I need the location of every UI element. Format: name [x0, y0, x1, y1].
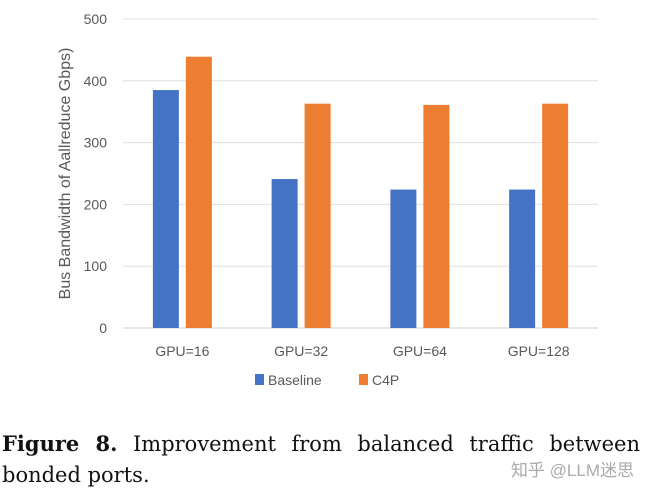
watermark: 知乎 @LLM迷思 — [510, 461, 634, 480]
x-tick-label: GPU=64 — [393, 343, 447, 359]
bar-baseline-gpu=16 — [152, 90, 179, 328]
legend-swatch-c4p — [359, 374, 368, 385]
x-tick-label: GPU=32 — [274, 343, 328, 359]
legend-swatch-baseline — [255, 374, 264, 385]
y-tick-label: 500 — [84, 11, 108, 27]
bar-baseline-gpu=128 — [509, 189, 536, 328]
bar-c4p-gpu=32 — [304, 103, 331, 328]
figure-caption: Figure 8. Improvement from balanced traf… — [2, 428, 640, 491]
y-axis-label: Bus Bandwidth of Aallreduce Gbps) — [57, 48, 74, 300]
legend-label-baseline: Baseline — [268, 372, 322, 388]
y-tick-label: 200 — [84, 196, 108, 212]
caption-text: Improvement from balanced traffic betwee… — [2, 432, 640, 487]
x-tick-label: GPU=128 — [508, 343, 570, 359]
y-tick-label: 0 — [99, 320, 107, 336]
bar-chart: 0 100 200 300 400 500 GPU=16 GPU=32 GPU=64 GPU=12… — [57, 11, 598, 388]
bar-c4p-gpu=64 — [423, 104, 450, 328]
bar-c4p-gpu=128 — [542, 103, 569, 328]
bar-baseline-gpu=32 — [271, 179, 298, 328]
x-tick-label: GPU=16 — [155, 343, 209, 359]
legend-label-c4p: C4P — [372, 372, 399, 388]
caption-label: Figure 8. — [2, 431, 118, 456]
y-tick-label: 300 — [84, 135, 108, 151]
bar-baseline-gpu=64 — [390, 189, 417, 328]
y-tick-label: 100 — [84, 258, 108, 274]
y-tick-label: 400 — [84, 73, 108, 89]
bar-c4p-gpu=16 — [185, 56, 212, 328]
